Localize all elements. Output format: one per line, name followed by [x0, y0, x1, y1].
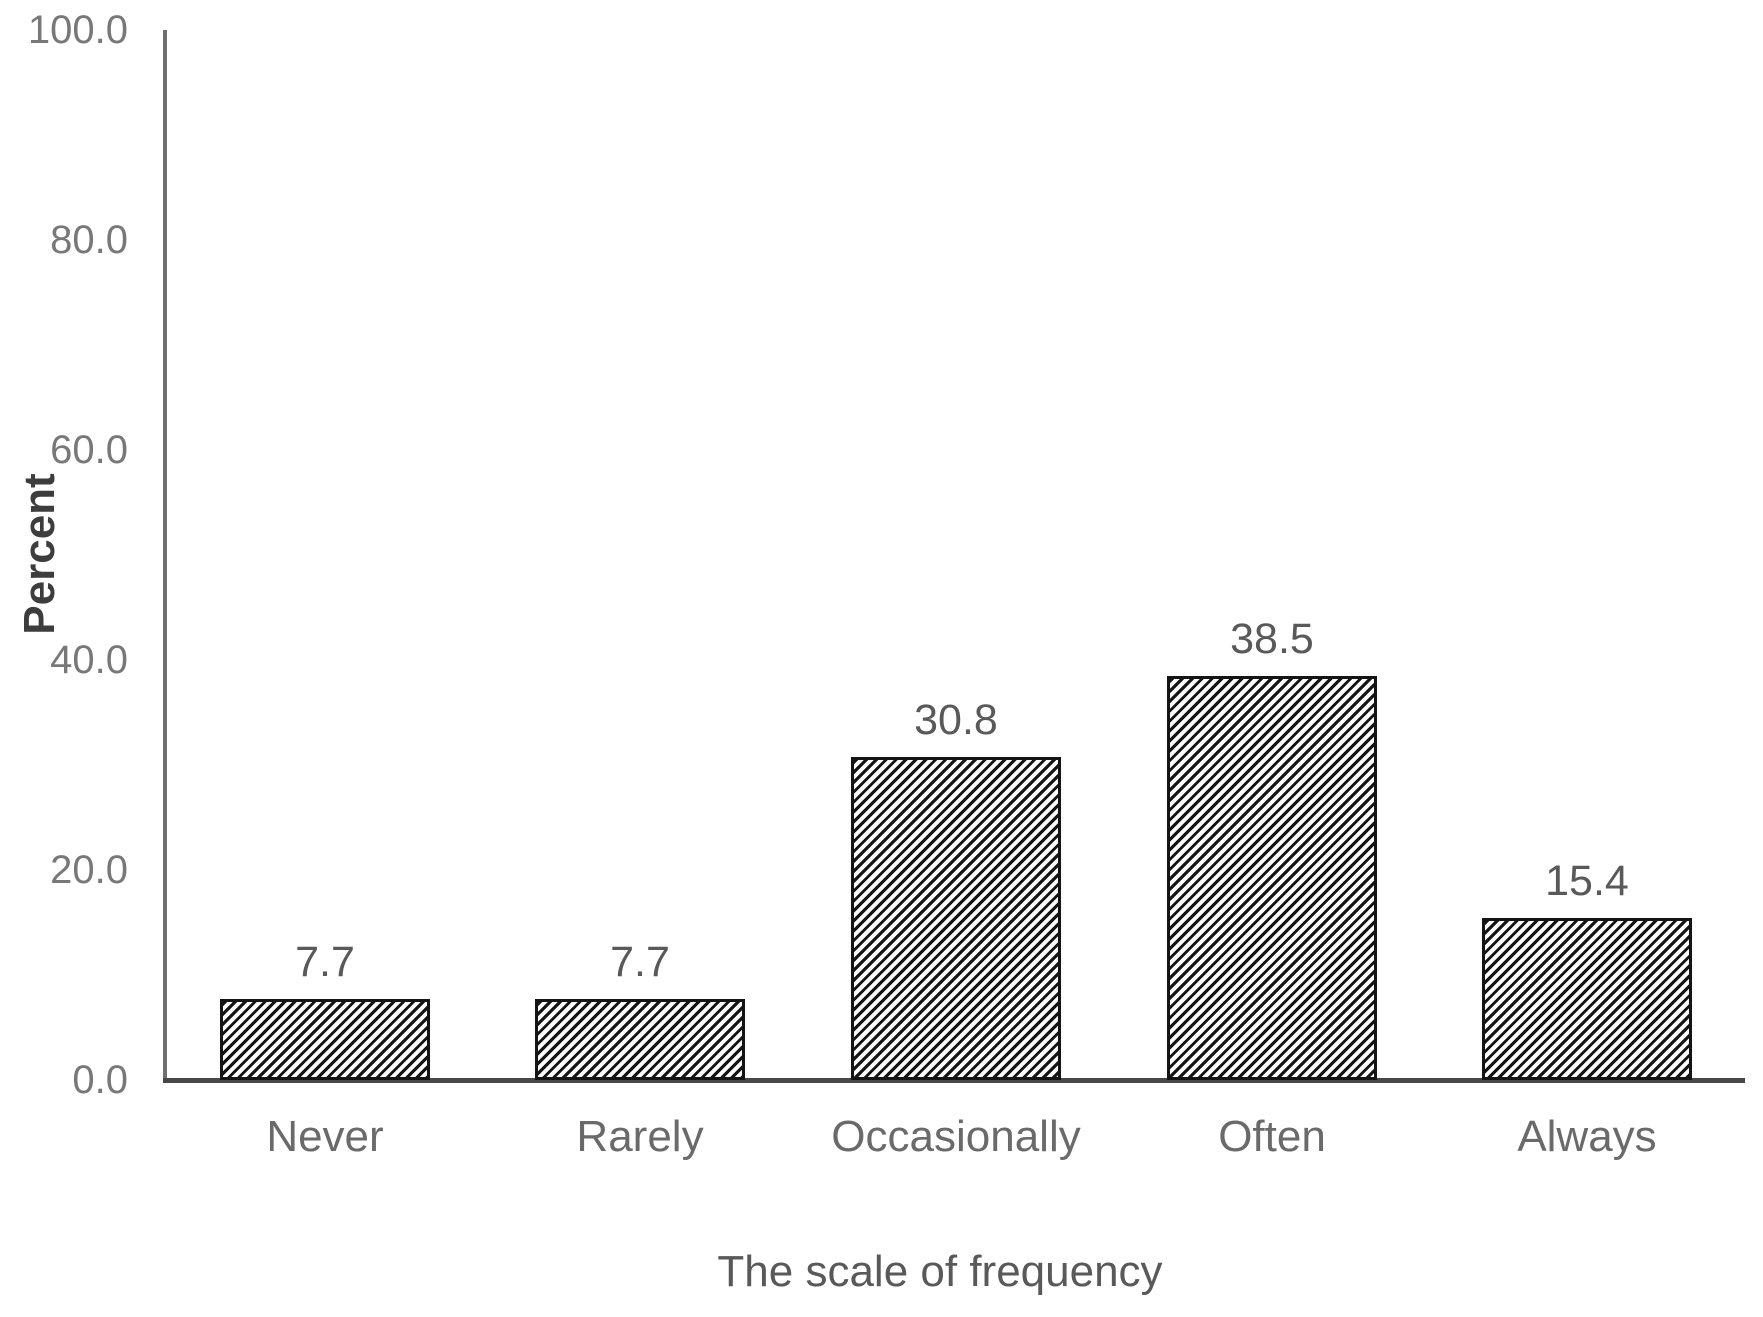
x-category-label: Occasionally	[831, 1112, 1081, 1161]
x-axis-line	[163, 1078, 1745, 1083]
y-tick-label: 40.0	[50, 638, 128, 682]
bar	[535, 999, 745, 1080]
x-category-label: Always	[1517, 1112, 1657, 1161]
y-axis-line	[163, 30, 167, 1083]
y-tick-label: 100.0	[27, 8, 128, 52]
x-axis-title: The scale of frequency	[717, 1247, 1163, 1296]
x-category-label: Never	[266, 1112, 384, 1161]
y-tick-label: 0.0	[72, 1058, 128, 1102]
y-tick-label: 20.0	[50, 848, 128, 892]
bar-value-label: 7.7	[610, 938, 670, 986]
y-tick-label: 80.0	[50, 218, 128, 262]
bar	[220, 999, 430, 1080]
x-category-label: Rarely	[576, 1112, 704, 1161]
bar	[1482, 918, 1692, 1080]
y-tick-label: 60.0	[50, 428, 128, 472]
bar-value-label: 38.5	[1230, 615, 1314, 663]
bar-value-label: 15.4	[1545, 857, 1629, 905]
bar-value-label: 30.8	[914, 696, 998, 744]
x-category-label: Often	[1218, 1112, 1326, 1161]
bar-value-label: 7.7	[295, 938, 355, 986]
y-axis-title: Percent	[15, 473, 64, 635]
bar	[851, 757, 1061, 1080]
bar	[1167, 676, 1377, 1080]
